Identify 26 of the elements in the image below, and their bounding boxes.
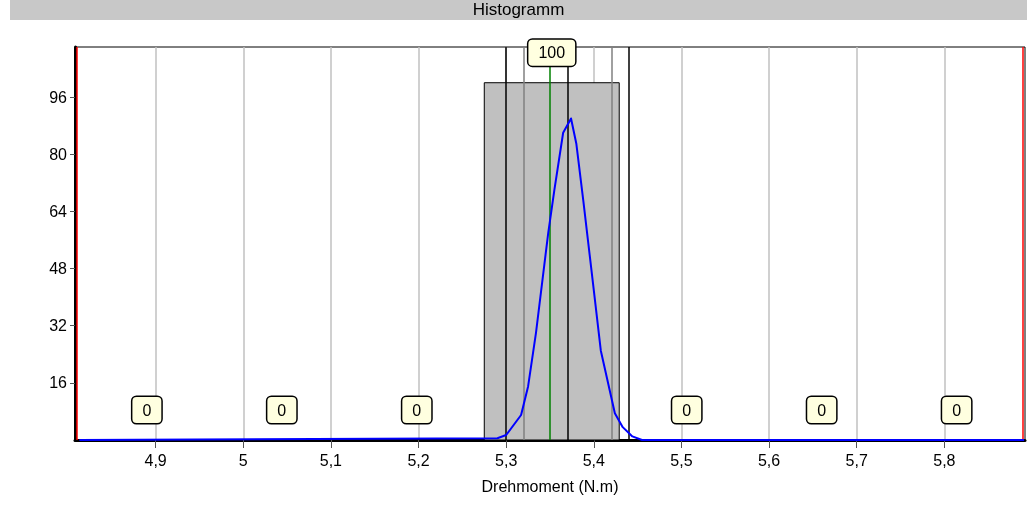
y-tick-label: 48 [49, 260, 68, 278]
data-label: 0 [682, 401, 692, 419]
x-tick-label: 5,3 [495, 451, 518, 469]
data-label: 0 [952, 401, 962, 419]
x-tick-label: 5,7 [845, 451, 868, 469]
x-axis-title: Drehmoment (N.m) [481, 477, 619, 495]
y-tick-label: 16 [49, 374, 68, 392]
x-tick-label: 5,6 [757, 451, 781, 469]
x-tick-label: 5,4 [582, 451, 606, 469]
data-label: 100 [538, 44, 566, 62]
x-tick-label: 5,1 [319, 451, 343, 469]
x-tick-label: 4,9 [144, 451, 167, 469]
data-label: 0 [817, 401, 827, 419]
data-label: 0 [277, 401, 287, 419]
y-tick-label: 32 [49, 317, 68, 335]
data-label: 0 [412, 401, 422, 419]
y-tick-label: 96 [49, 88, 68, 106]
line-series [78, 117, 1026, 441]
data-label: 0 [142, 401, 152, 419]
x-tick-label: 5,5 [670, 451, 693, 469]
x-tick-label: 5,2 [407, 451, 430, 469]
x-tick-label: 5 [238, 451, 248, 469]
y-tick-label: 80 [49, 145, 68, 163]
chart-title: Histogramm [10, 0, 1027, 20]
x-tick-label: 5,8 [933, 451, 956, 469]
y-tick-label: 64 [49, 202, 68, 220]
